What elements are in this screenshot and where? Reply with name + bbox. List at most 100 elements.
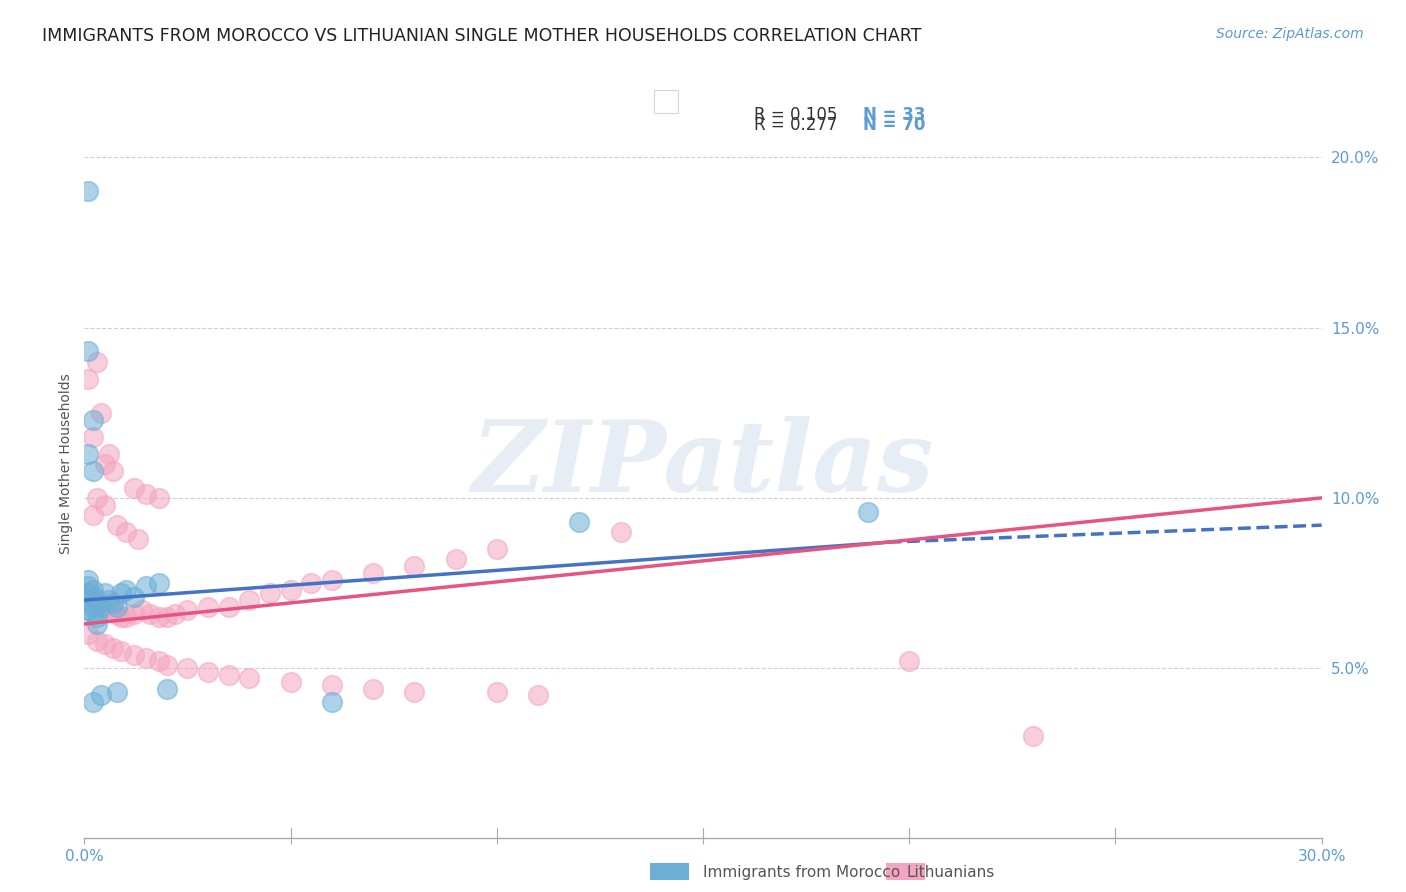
- Point: [122, 481, 145, 495]
- Point: [165, 607, 187, 621]
- Point: [90, 406, 112, 420]
- Point: [197, 665, 219, 679]
- Point: [156, 610, 179, 624]
- Text: IMMIGRANTS FROM MOROCCO VS LITHUANIAN SINGLE MOTHER HOUSEHOLDS CORRELATION CHART: IMMIGRANTS FROM MOROCCO VS LITHUANIAN SI…: [42, 27, 921, 45]
- Point: [77, 185, 100, 199]
- Point: [131, 603, 153, 617]
- Point: [82, 412, 104, 426]
- Point: [77, 344, 100, 359]
- Point: [94, 586, 117, 600]
- Point: [86, 597, 108, 611]
- Point: [122, 648, 145, 662]
- Point: [156, 681, 179, 696]
- Point: [609, 524, 631, 539]
- Point: [321, 695, 343, 709]
- Point: [86, 354, 108, 368]
- Point: [103, 597, 125, 611]
- Point: [86, 634, 108, 648]
- Text: N = 33: N = 33: [863, 106, 925, 124]
- Point: [361, 681, 384, 696]
- Point: [90, 689, 112, 703]
- Point: [280, 674, 302, 689]
- Point: [77, 579, 100, 593]
- Text: R = 0.277: R = 0.277: [754, 116, 837, 135]
- Point: [82, 590, 104, 604]
- Point: [527, 689, 550, 703]
- Point: [77, 586, 100, 600]
- Point: [86, 610, 108, 624]
- Point: [122, 607, 145, 621]
- Point: [82, 429, 104, 443]
- Point: [135, 651, 157, 665]
- Point: [404, 685, 426, 699]
- Text: Lithuanians: Lithuanians: [907, 865, 995, 880]
- Point: [77, 593, 100, 607]
- Point: [77, 447, 100, 461]
- Point: [103, 464, 125, 478]
- Point: [105, 685, 128, 699]
- Point: [135, 487, 157, 501]
- Point: [110, 610, 132, 624]
- Point: [94, 637, 117, 651]
- Point: [280, 582, 302, 597]
- Point: [103, 603, 125, 617]
- Point: [148, 491, 170, 505]
- Text: ZIPatlas: ZIPatlas: [472, 416, 934, 512]
- Point: [110, 586, 132, 600]
- Point: [77, 586, 100, 600]
- Text: N = 70: N = 70: [863, 116, 925, 135]
- Point: [856, 504, 879, 518]
- Point: [485, 541, 508, 556]
- Point: [197, 599, 219, 614]
- Point: [77, 627, 100, 641]
- Text: Immigrants from Morocco: Immigrants from Morocco: [703, 865, 900, 880]
- Point: [114, 610, 136, 624]
- Text: Source: ZipAtlas.com: Source: ZipAtlas.com: [1216, 27, 1364, 41]
- Point: [321, 573, 343, 587]
- Point: [148, 576, 170, 591]
- Point: [110, 644, 132, 658]
- Point: [259, 586, 281, 600]
- Point: [77, 573, 100, 587]
- Point: [444, 552, 467, 566]
- Point: [135, 579, 157, 593]
- Point: [94, 457, 117, 471]
- Point: [90, 597, 112, 611]
- Y-axis label: Single Mother Households: Single Mother Households: [59, 374, 73, 554]
- Point: [82, 599, 104, 614]
- Point: [86, 491, 108, 505]
- Point: [238, 672, 260, 686]
- Point: [127, 532, 149, 546]
- Point: [898, 654, 921, 668]
- Point: [94, 599, 117, 614]
- Point: [82, 695, 104, 709]
- Point: [82, 607, 104, 621]
- Point: [139, 607, 162, 621]
- Point: [82, 590, 104, 604]
- Point: [156, 657, 179, 672]
- Point: [82, 508, 104, 522]
- Point: [176, 661, 198, 675]
- Text: R = 0.105: R = 0.105: [754, 106, 837, 124]
- Point: [98, 603, 121, 617]
- Point: [90, 599, 112, 614]
- Point: [1022, 729, 1045, 743]
- Point: [86, 593, 108, 607]
- Point: [148, 654, 170, 668]
- Legend: : [654, 90, 678, 113]
- Point: [105, 607, 128, 621]
- Point: [176, 603, 198, 617]
- Point: [98, 593, 121, 607]
- Point: [114, 582, 136, 597]
- Point: [105, 599, 128, 614]
- Point: [94, 498, 117, 512]
- Point: [77, 603, 100, 617]
- Point: [148, 610, 170, 624]
- Point: [404, 559, 426, 574]
- Point: [114, 524, 136, 539]
- Point: [218, 668, 240, 682]
- Point: [299, 576, 322, 591]
- Point: [568, 515, 591, 529]
- Point: [361, 566, 384, 580]
- Point: [238, 593, 260, 607]
